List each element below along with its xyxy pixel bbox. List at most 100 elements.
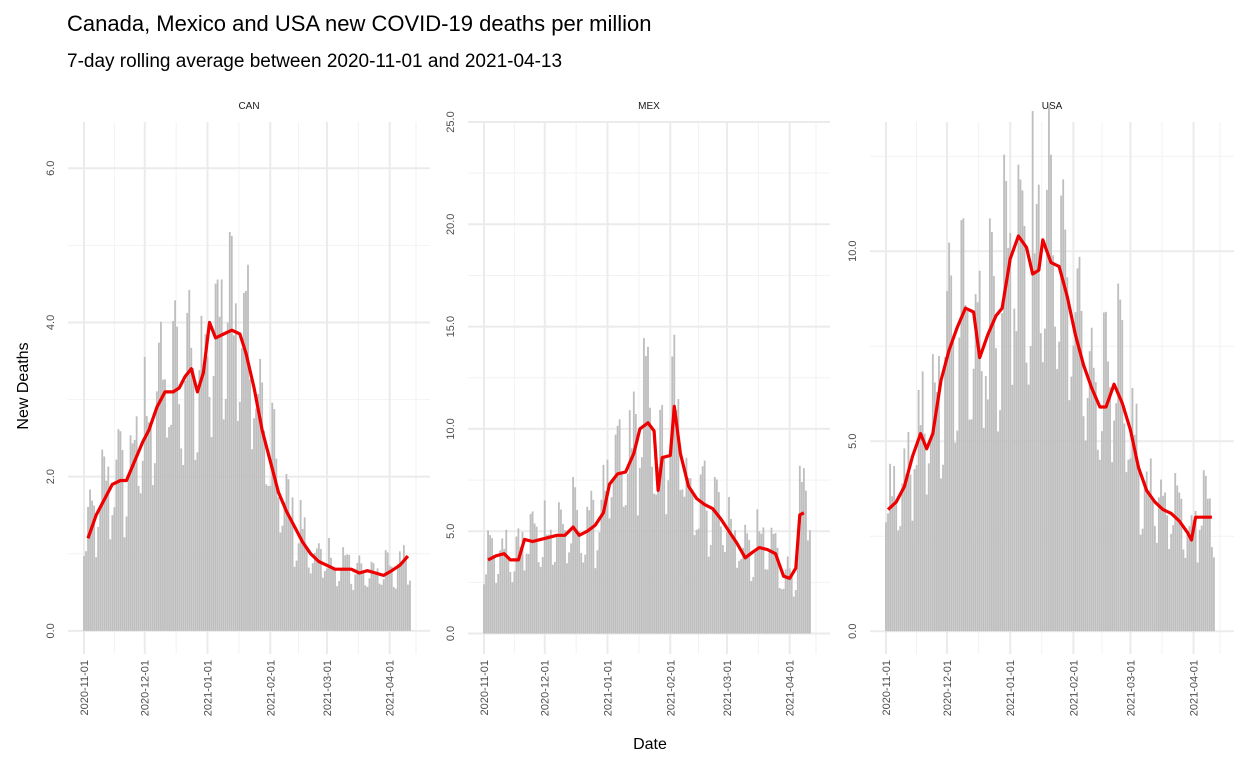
daily-bar	[752, 577, 755, 634]
x-tick-label: 2020-11-01	[479, 660, 491, 715]
y-tick-label: 5.0	[445, 524, 457, 539]
daily-bar	[1190, 515, 1193, 632]
daily-bar	[1098, 459, 1101, 632]
daily-bar	[275, 458, 278, 631]
daily-bar	[566, 563, 568, 634]
x-tick-label: 2021-04-01	[385, 660, 397, 716]
daily-bar	[1009, 232, 1012, 632]
daily-bar	[915, 465, 918, 632]
daily-bar	[366, 586, 369, 631]
daily-bar	[85, 551, 87, 631]
daily-bar	[214, 283, 217, 631]
daily-bar	[687, 478, 690, 634]
daily-bar	[748, 540, 751, 634]
daily-bar	[721, 545, 724, 634]
daily-bar	[570, 543, 572, 634]
daily-bar	[1162, 495, 1164, 632]
daily-bar	[726, 531, 728, 634]
x-tick-label: 2021-01-01	[1005, 660, 1017, 716]
daily-bar	[936, 392, 938, 632]
daily-bar	[158, 342, 160, 631]
daily-bar	[267, 485, 270, 631]
x-tick-label: 2021-03-01	[322, 660, 334, 716]
daily-bar	[800, 481, 803, 634]
daily-bar	[1113, 420, 1116, 632]
daily-bar	[155, 391, 158, 631]
daily-bar	[584, 554, 587, 634]
y-tick-label: 25.0	[445, 111, 457, 132]
daily-bar	[993, 276, 995, 632]
daily-bar	[487, 530, 489, 634]
daily-bar	[988, 218, 991, 632]
daily-bar	[645, 356, 647, 634]
daily-bar	[172, 320, 174, 631]
daily-bar	[305, 549, 308, 631]
daily-bar	[948, 242, 951, 632]
daily-bar	[1176, 485, 1179, 632]
daily-bar	[384, 550, 387, 631]
daily-bar	[354, 574, 357, 631]
daily-bar	[794, 590, 797, 634]
daily-bar	[788, 568, 791, 634]
daily-bar	[782, 588, 785, 634]
daily-bar	[913, 469, 916, 632]
x-tick-label: 2020-11-01	[881, 660, 893, 715]
daily-bar	[1070, 376, 1073, 632]
daily-bar	[133, 439, 136, 631]
daily-bar	[600, 499, 603, 634]
daily-bar	[1145, 471, 1148, 632]
daily-bar	[772, 533, 775, 634]
daily-bar	[220, 279, 223, 631]
daily-bar	[705, 510, 708, 634]
daily-bar	[895, 498, 898, 632]
x-tick-label: 2020-11-01	[79, 660, 91, 715]
daily-bar	[980, 371, 983, 632]
daily-bar	[564, 530, 566, 634]
daily-bar	[236, 420, 239, 631]
daily-bar	[1208, 498, 1211, 632]
daily-bar	[717, 492, 720, 634]
daily-bar	[131, 443, 134, 631]
daily-bar	[766, 569, 769, 634]
daily-bar	[960, 220, 963, 632]
daily-bar	[123, 537, 126, 631]
daily-bar	[511, 582, 514, 634]
daily-bar	[1121, 320, 1124, 632]
daily-bar	[944, 357, 946, 632]
daily-bar	[338, 581, 340, 631]
daily-bar	[596, 550, 599, 634]
daily-bar	[293, 566, 296, 631]
daily-bar	[83, 555, 85, 631]
daily-bar	[1172, 525, 1175, 632]
daily-bar	[995, 348, 997, 632]
daily-bar	[319, 549, 322, 631]
daily-bar	[279, 532, 282, 631]
y-axis-title: New Deaths	[15, 342, 32, 429]
daily-bar	[786, 556, 789, 634]
daily-bar	[539, 566, 542, 634]
facet-label: CAN	[238, 101, 259, 112]
daily-bar	[200, 315, 203, 631]
daily-bar	[228, 231, 231, 631]
daily-bar	[966, 310, 969, 632]
daily-bar	[592, 499, 595, 634]
daily-bar	[1133, 434, 1136, 632]
daily-bar	[778, 587, 781, 634]
daily-bar	[964, 305, 967, 632]
daily-bar	[630, 448, 633, 634]
daily-bar	[210, 437, 213, 631]
daily-bar	[1060, 195, 1063, 632]
daily-bar	[1088, 351, 1091, 632]
x-tick-label: 2020-12-01	[942, 660, 954, 716]
daily-bar	[99, 509, 102, 631]
daily-bar	[1210, 547, 1213, 632]
daily-bar	[590, 490, 593, 634]
daily-bar	[204, 334, 207, 631]
daily-bar	[226, 322, 229, 631]
daily-bar	[804, 490, 807, 634]
daily-bar	[927, 463, 930, 632]
x-tick-label: 2021-03-01	[722, 660, 734, 716]
daily-bar	[372, 563, 375, 631]
daily-bar	[253, 418, 255, 631]
daily-bar	[956, 430, 959, 632]
